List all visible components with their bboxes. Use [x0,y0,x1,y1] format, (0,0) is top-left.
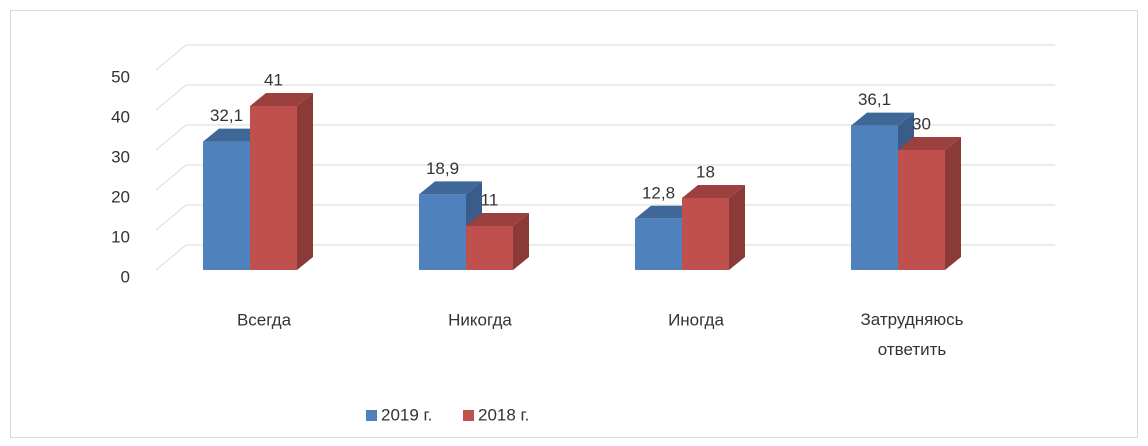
grid-line [155,244,1055,271]
bar [419,194,466,270]
bar-top [851,112,914,126]
data-label: 18 [696,162,715,181]
legend-label: 2018 г. [478,405,529,424]
bar [466,226,513,270]
grid-line [155,164,1055,191]
bar-side [297,93,313,270]
data-label: 30 [912,114,931,133]
bar [635,218,682,270]
bar-side [513,213,529,270]
bar [682,198,729,270]
legend-label: 2019 г. [381,405,432,424]
y-tick-label: 20 [111,187,130,206]
bar-top [466,213,529,226]
x-tick-label: Затрудняюсь ответить [861,310,964,359]
bar-side [945,137,961,270]
grid-line [155,124,1055,151]
x-tick-label: Всегда [237,310,292,329]
data-label: 11 [481,190,499,209]
bar [250,106,297,270]
bar-top [419,181,482,195]
bar [203,141,250,270]
x-tick-label-line: Затрудняюсь [861,310,964,329]
grid-line [155,44,1055,71]
grid-line [155,84,1055,111]
chart-frame [10,10,1138,438]
bar-top [250,93,313,106]
legend-swatch [366,410,377,421]
bar [898,150,945,270]
x-tick-label: Никогда [448,310,512,329]
bar-top [898,137,961,150]
data-label: 32,1 [210,106,243,125]
y-tick-label: 0 [121,267,130,286]
y-tick-label: 40 [111,107,130,126]
data-label: 18,9 [426,159,459,178]
grid-line [155,204,1055,231]
data-label: 36,1 [858,90,891,109]
x-tick-label-line: ответить [878,340,947,359]
data-label: 12,8 [642,183,675,202]
y-tick-label: 30 [111,147,130,166]
y-tick-label: 10 [111,227,130,246]
y-tick-label: 50 [111,67,130,86]
bar-top [682,185,745,198]
bar [851,125,898,270]
x-tick-label: Иногда [668,310,724,329]
data-label: 41 [264,70,283,89]
legend-swatch [463,410,474,421]
bar-side [729,185,745,270]
